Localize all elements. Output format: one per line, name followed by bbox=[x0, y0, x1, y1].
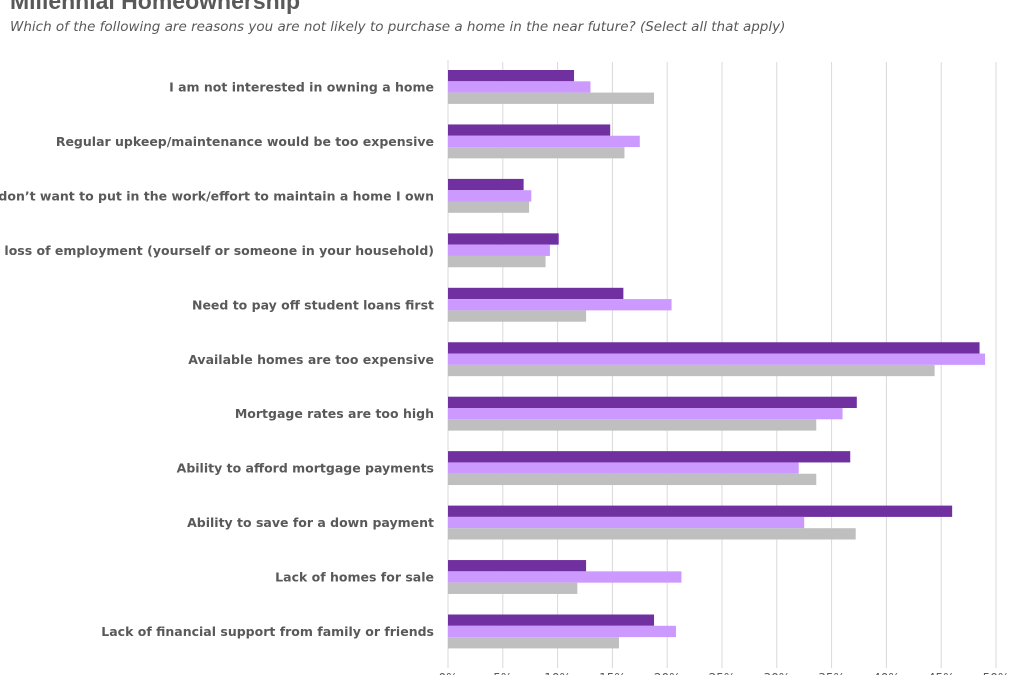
bar-series3 bbox=[448, 528, 856, 540]
bar-series3 bbox=[448, 364, 935, 377]
bar-series1 bbox=[448, 396, 857, 408]
bar-series2 bbox=[448, 81, 591, 93]
bar-series3 bbox=[448, 147, 625, 159]
x-tick-label: 50% bbox=[983, 671, 1010, 675]
bar-series1 bbox=[448, 505, 953, 517]
bar-series1 bbox=[448, 560, 587, 572]
x-tick-label: 15% bbox=[599, 671, 626, 675]
x-tick-label: 0% bbox=[438, 671, 457, 675]
bar-series3 bbox=[448, 419, 817, 431]
bar-series2 bbox=[448, 408, 843, 420]
category-label: Need to pay off student loans first bbox=[192, 297, 434, 312]
bar-series2 bbox=[448, 190, 532, 202]
bar-series1 bbox=[448, 614, 655, 626]
bar-series3 bbox=[448, 637, 619, 649]
category-label: I don’t want to put in the work/effort t… bbox=[0, 188, 434, 203]
bar-series1 bbox=[448, 70, 575, 82]
x-tick-label: 5% bbox=[493, 671, 512, 675]
bar-series3 bbox=[448, 473, 817, 486]
chart-title: Millennial Homeownership bbox=[10, 0, 301, 14]
x-tick-label: 35% bbox=[818, 671, 845, 675]
x-tick-label: 45% bbox=[928, 671, 955, 675]
category-label: Mortgage rates are too high bbox=[235, 406, 434, 421]
x-tick-label: 40% bbox=[873, 671, 900, 675]
bar-series2 bbox=[448, 299, 672, 311]
category-label: Available homes are too expensive bbox=[188, 352, 434, 367]
bar-series2 bbox=[448, 516, 805, 529]
category-label: Ability to afford mortgage payments bbox=[177, 461, 434, 476]
category-label: Lack of financial support from family or… bbox=[101, 624, 434, 639]
category-label: Ability to save for a down payment bbox=[187, 515, 434, 530]
bar-series2 bbox=[448, 353, 986, 365]
x-tick-label: 30% bbox=[763, 671, 790, 675]
category-label: Lack of homes for sale bbox=[275, 570, 434, 585]
bar-series3 bbox=[448, 582, 578, 594]
bar-series3 bbox=[448, 255, 546, 268]
category-label: Regular upkeep/maintenance would be too … bbox=[56, 134, 434, 149]
bar-series2 bbox=[448, 571, 682, 583]
category-label: I am not interested in owning a home bbox=[169, 80, 434, 95]
bar-series1 bbox=[448, 178, 524, 191]
bar-series1 bbox=[448, 451, 851, 463]
bar-series2 bbox=[448, 462, 799, 474]
x-tick-label: 25% bbox=[709, 671, 736, 675]
bar-series2 bbox=[448, 135, 640, 148]
category-label: Recent loss of employment (yourself or s… bbox=[0, 243, 434, 258]
chart-subtitle: Which of the following are reasons you a… bbox=[10, 19, 786, 35]
bar-series3 bbox=[448, 310, 587, 322]
bar-series1 bbox=[448, 287, 624, 300]
bar-series3 bbox=[448, 201, 530, 213]
bar-series1 bbox=[448, 124, 611, 136]
x-tick-label: 20% bbox=[654, 671, 681, 675]
x-tick-label: 10% bbox=[544, 671, 571, 675]
bar-series1 bbox=[448, 342, 980, 354]
bar-series2 bbox=[448, 244, 550, 256]
bar-series1 bbox=[448, 233, 559, 245]
bar-series3 bbox=[448, 92, 655, 104]
bar-series2 bbox=[448, 625, 676, 638]
